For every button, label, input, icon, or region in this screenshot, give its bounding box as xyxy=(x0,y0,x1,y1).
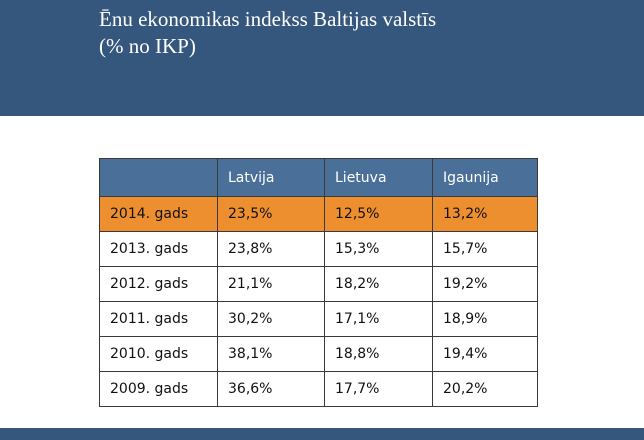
title-line-2: (% no IKP) xyxy=(99,34,196,58)
cell-lietuva: 18,8% xyxy=(324,336,433,372)
cell-latvija: 23,5% xyxy=(217,196,325,232)
cell-latvija: 30,2% xyxy=(217,301,325,337)
cell-lietuva: 17,1% xyxy=(324,301,433,337)
cell-igaunija: 15,7% xyxy=(432,231,538,267)
header-band: Ēnu ekonomikas indekss Baltijas valstīs … xyxy=(0,0,644,116)
table-header-row: Latvija Lietuva Igaunija xyxy=(99,158,538,197)
table-row: 2012. gads 21,1% 18,2% 19,2% xyxy=(99,266,538,302)
cell-latvija: 36,6% xyxy=(217,371,325,407)
column-header-empty xyxy=(99,158,218,197)
cell-igaunija: 18,9% xyxy=(432,301,538,337)
table-row: 2011. gads 30,2% 17,1% 18,9% xyxy=(99,301,538,337)
row-year: 2014. gads xyxy=(99,196,218,232)
row-year: 2013. gads xyxy=(99,231,218,267)
cell-lietuva: 15,3% xyxy=(324,231,433,267)
table-row-highlighted: 2014. gads 23,5% 12,5% 13,2% xyxy=(99,196,538,232)
cell-igaunija: 19,4% xyxy=(432,336,538,372)
cell-lietuva: 17,7% xyxy=(324,371,433,407)
table-row: 2013. gads 23,8% 15,3% 15,7% xyxy=(99,231,538,267)
row-year: 2010. gads xyxy=(99,336,218,372)
cell-igaunija: 13,2% xyxy=(432,196,538,232)
cell-latvija: 21,1% xyxy=(217,266,325,302)
cell-latvija: 23,8% xyxy=(217,231,325,267)
cell-igaunija: 19,2% xyxy=(432,266,538,302)
row-year: 2011. gads xyxy=(99,301,218,337)
row-year: 2012. gads xyxy=(99,266,218,302)
footer-band xyxy=(0,428,644,440)
column-header-latvija: Latvija xyxy=(217,158,325,197)
table-row: 2009. gads 36,6% 17,7% 20,2% xyxy=(99,371,538,407)
cell-igaunija: 20,2% xyxy=(432,371,538,407)
column-header-lietuva: Lietuva xyxy=(324,158,433,197)
title-line-1: Ēnu ekonomikas indekss Baltijas valstīs xyxy=(99,7,437,31)
shadow-economy-table: Latvija Lietuva Igaunija 2014. gads 23,5… xyxy=(99,158,538,407)
row-year: 2009. gads xyxy=(99,371,218,407)
slide-title: Ēnu ekonomikas indekss Baltijas valstīs … xyxy=(99,6,436,60)
cell-latvija: 38,1% xyxy=(217,336,325,372)
column-header-igaunija: Igaunija xyxy=(432,158,538,197)
table-row: 2010. gads 38,1% 18,8% 19,4% xyxy=(99,336,538,372)
cell-lietuva: 18,2% xyxy=(324,266,433,302)
cell-lietuva: 12,5% xyxy=(324,196,433,232)
